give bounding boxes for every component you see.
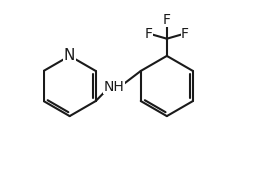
Text: N: N: [64, 48, 75, 63]
Text: F: F: [181, 26, 189, 41]
Text: F: F: [145, 26, 153, 41]
Text: NH: NH: [104, 80, 125, 94]
Text: F: F: [163, 13, 171, 27]
